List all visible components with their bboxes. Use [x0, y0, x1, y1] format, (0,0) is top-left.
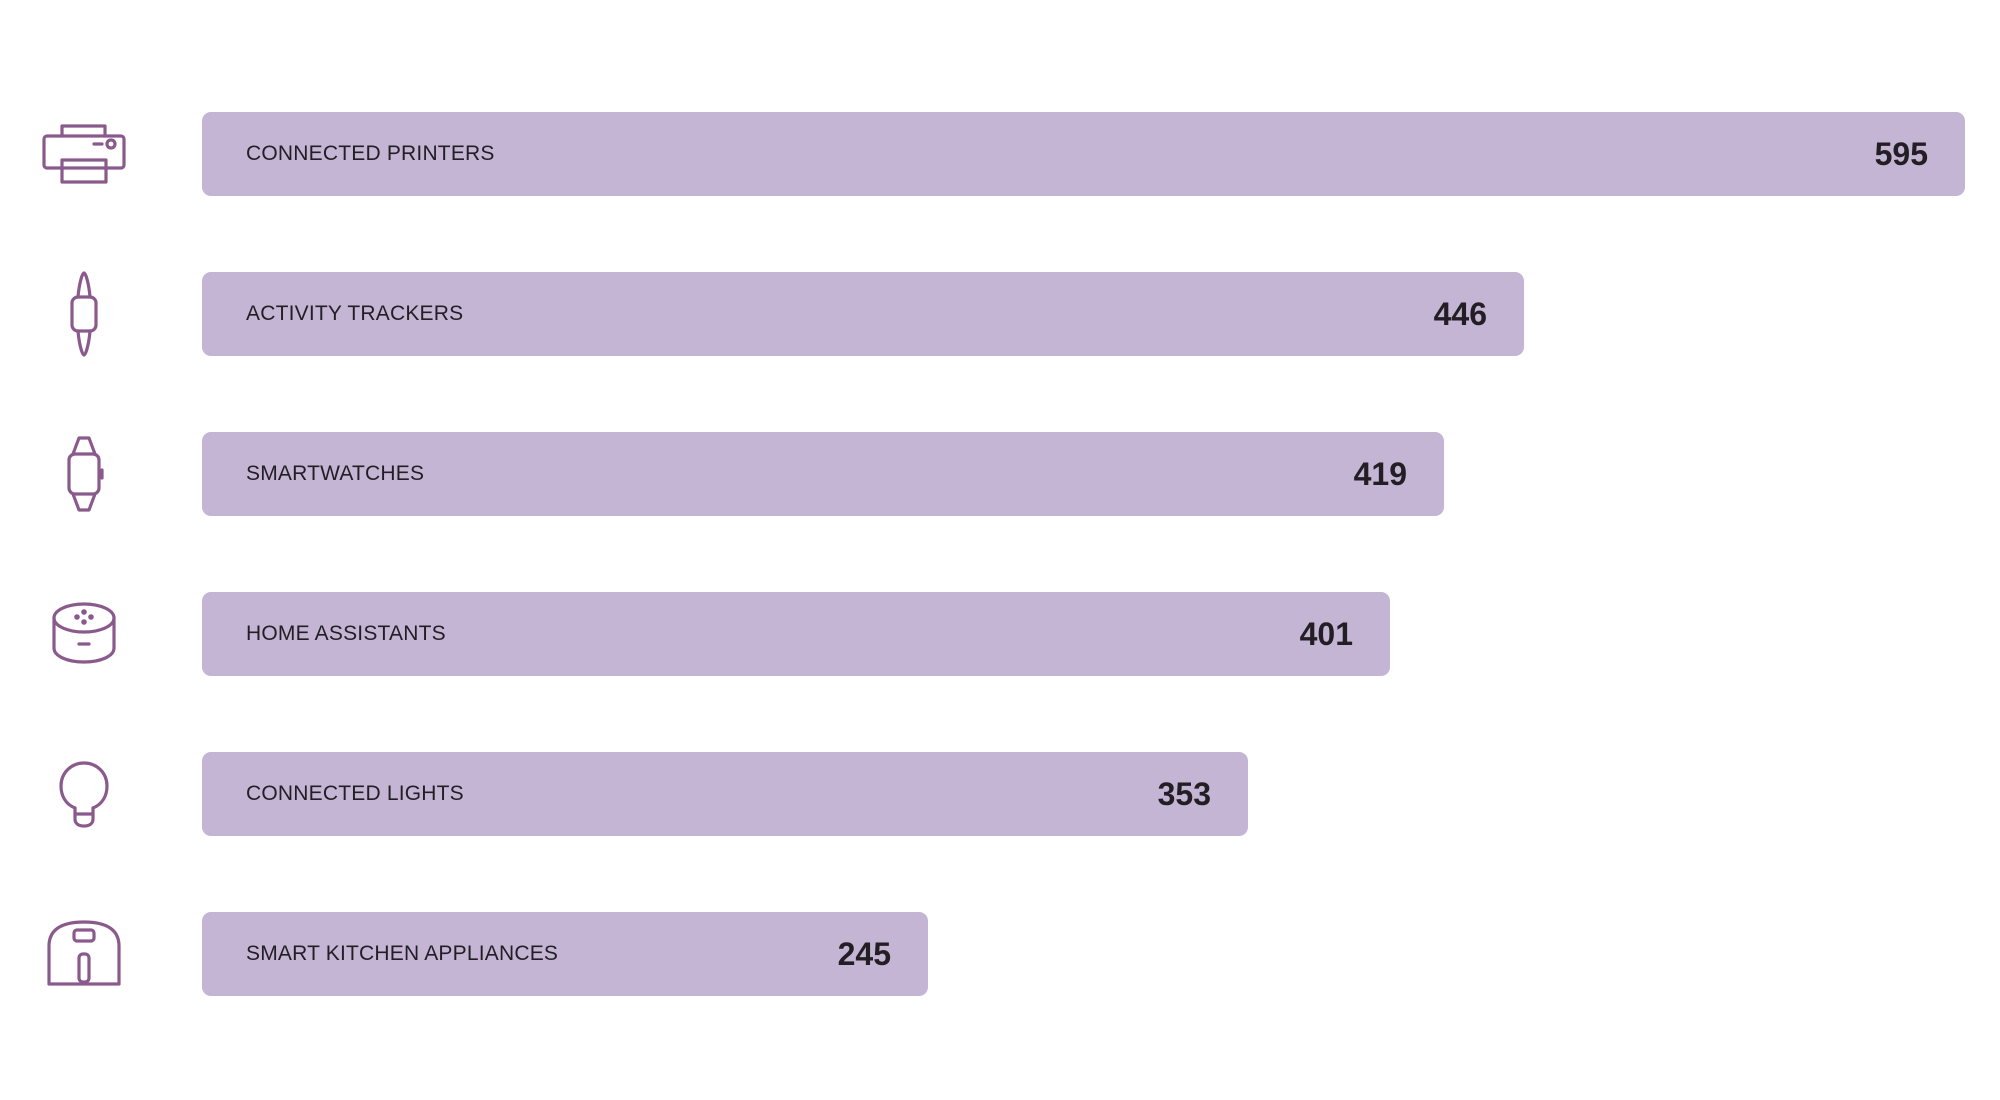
chart-row: SMARTWATCHES 419: [0, 432, 2000, 516]
bar-connected-lights: CONNECTED LIGHTS 353: [202, 752, 1248, 836]
light-bulb-icon: [36, 752, 132, 836]
bar-connected-printers: CONNECTED PRINTERS 595: [202, 112, 1965, 196]
bar-activity-trackers: ACTIVITY TRACKERS 446: [202, 272, 1524, 356]
bar-smartwatches: SMARTWATCHES 419: [202, 432, 1444, 516]
chart-row: ACTIVITY TRACKERS 446: [0, 271, 2000, 357]
bar-value-label: 353: [1157, 776, 1211, 812]
bar-value-label: 419: [1353, 456, 1407, 492]
chart-row: CONNECTED LIGHTS 353: [0, 752, 2000, 836]
air-fryer-icon: [36, 912, 132, 996]
chart-row: HOME ASSISTANTS 401: [0, 592, 2000, 676]
bar-label: HOME ASSISTANTS: [246, 622, 446, 645]
home-assistant-icon: [36, 592, 132, 676]
bar-label: CONNECTED PRINTERS: [246, 142, 495, 165]
printer-icon: [36, 112, 132, 196]
bar-label: CONNECTED LIGHTS: [246, 782, 464, 805]
chart-row: SMART KITCHEN APPLIANCES 245: [0, 912, 2000, 996]
smartwatch-icon: [36, 432, 132, 516]
activity-tracker-icon: [36, 271, 132, 357]
bar-value-label: 446: [1433, 296, 1487, 332]
bar-value-label: 245: [837, 936, 891, 972]
chart-row: CONNECTED PRINTERS 595: [0, 112, 2000, 196]
bar-label: SMARTWATCHES: [246, 462, 425, 485]
bar-label: ACTIVITY TRACKERS: [246, 302, 464, 325]
bar-smart-kitchen-appliances: SMART KITCHEN APPLIANCES 245: [202, 912, 928, 996]
bar-value-label: 595: [1874, 136, 1928, 172]
bar-value-label: 401: [1299, 616, 1353, 652]
bar-label: SMART KITCHEN APPLIANCES: [246, 942, 559, 965]
bar-home-assistants: HOME ASSISTANTS 401: [202, 592, 1390, 676]
